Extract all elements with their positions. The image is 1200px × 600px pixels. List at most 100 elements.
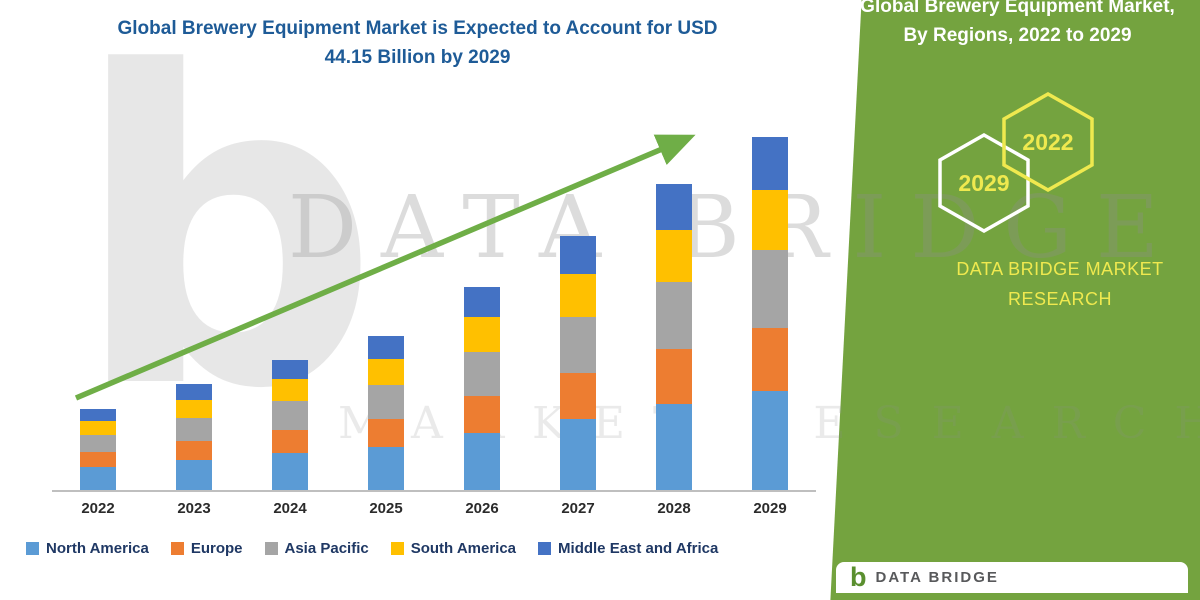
footer-green-strip bbox=[836, 593, 1188, 600]
legend-label: Asia Pacific bbox=[284, 540, 369, 557]
hexagon-2029-label: 2029 bbox=[958, 170, 1009, 196]
hexagon-2022-label: 2022 bbox=[1022, 129, 1073, 155]
legend-label: Europe bbox=[190, 540, 243, 557]
bar-column-2022 bbox=[66, 409, 130, 490]
stacked-bar-2028 bbox=[656, 184, 692, 490]
legend-item: Europe bbox=[170, 540, 243, 557]
bar-segment bbox=[176, 384, 212, 401]
hexagon-2029-outline bbox=[938, 133, 1030, 233]
bar-segment bbox=[560, 235, 596, 275]
bar-segment bbox=[80, 434, 116, 453]
bar-column-2028 bbox=[642, 184, 706, 490]
trend-arrow-line bbox=[74, 134, 696, 401]
year-tick-label: 2022 bbox=[81, 500, 115, 517]
bar-segment bbox=[80, 466, 116, 490]
hexagon-2022: 2022 bbox=[1002, 92, 1094, 192]
year-tick-label: 2028 bbox=[657, 500, 691, 517]
bar-segment bbox=[80, 452, 116, 467]
bar-segment bbox=[656, 230, 692, 283]
year-tick-label: 2025 bbox=[369, 500, 403, 517]
bar-segment bbox=[272, 401, 308, 431]
bar-segment bbox=[752, 137, 788, 191]
stacked-bar-2022 bbox=[80, 409, 116, 490]
bar-segment bbox=[464, 351, 500, 397]
bar-column-2026 bbox=[450, 286, 514, 490]
legend-label: South America bbox=[410, 540, 517, 557]
bar-segment bbox=[464, 286, 500, 318]
bar-column-2024 bbox=[258, 359, 322, 490]
bar-segment bbox=[752, 190, 788, 251]
bar-segment bbox=[656, 184, 692, 231]
bar-segment bbox=[464, 317, 500, 352]
year-tick-label: 2027 bbox=[561, 500, 595, 517]
bar-segment bbox=[368, 335, 404, 359]
bar-segment bbox=[368, 385, 404, 419]
chart-legend: North America Europe Asia Pacific South Ame… bbox=[26, 540, 826, 557]
bar-segment bbox=[272, 359, 308, 379]
year-tick-label: 2023 bbox=[177, 500, 211, 517]
bar-segment bbox=[656, 404, 692, 490]
hexagon-2029: 2029 bbox=[938, 133, 1030, 233]
bar-column-2023 bbox=[162, 384, 226, 490]
bar-column-2029 bbox=[738, 137, 802, 490]
legend-swatch-icon bbox=[170, 542, 184, 555]
legend-label: Middle East and Africa bbox=[558, 540, 719, 557]
side-panel-heading: Global Brewery Equipment Market, By Regi… bbox=[845, 0, 1190, 50]
stacked-bar-2029 bbox=[752, 137, 788, 490]
hexagon-2022-outline bbox=[1002, 92, 1094, 192]
legend-swatch-icon bbox=[26, 542, 39, 555]
bar-segment bbox=[368, 418, 404, 447]
legend-swatch-icon bbox=[538, 542, 552, 555]
bar-segment bbox=[272, 453, 308, 490]
bar-segment bbox=[464, 433, 500, 490]
watermark-text-line1: DATA BRIDGE bbox=[288, 178, 1183, 278]
legend-item: Asia Pacific bbox=[264, 540, 369, 557]
bar-segment bbox=[560, 317, 596, 374]
stacked-bar-2027 bbox=[560, 235, 596, 490]
bar-segment bbox=[656, 349, 692, 405]
bar-segment bbox=[176, 418, 212, 442]
bar-segment bbox=[560, 418, 596, 490]
bar-segment bbox=[752, 390, 788, 490]
bar-segment bbox=[176, 460, 212, 490]
bar-segment bbox=[368, 358, 404, 386]
legend-item: North America bbox=[26, 540, 149, 557]
footer-logo-icon: b bbox=[850, 562, 867, 592]
year-tick-label: 2029 bbox=[753, 500, 787, 517]
bar-column-2027 bbox=[546, 235, 610, 490]
year-axis: 2022 2023 2024 2025 2026 2027 2028 2029 bbox=[56, 500, 812, 517]
bars-row bbox=[56, 135, 812, 490]
bar-segment bbox=[272, 378, 308, 402]
brand-line1: DATA BRIDGE MARKET bbox=[956, 259, 1164, 279]
chart-title-line1: Global Brewery Equipment Market is Expec… bbox=[117, 18, 718, 39]
legend-item: South America bbox=[390, 540, 517, 557]
stacked-bar-2026 bbox=[464, 286, 500, 490]
bar-segment bbox=[368, 446, 404, 490]
trend-arrow bbox=[74, 134, 696, 401]
legend-swatch-icon bbox=[264, 542, 278, 555]
brand-line2: RESEARCH bbox=[1007, 288, 1113, 309]
bar-column-2025 bbox=[354, 335, 418, 490]
legend-label: North America bbox=[46, 540, 149, 557]
legend-swatch-icon bbox=[390, 542, 404, 555]
brand-text: DATA BRIDGE MARKET RESEARCH bbox=[935, 255, 1185, 314]
chart-title-line2: 44.15 Billion by 2029 bbox=[324, 47, 511, 69]
year-tick-label: 2026 bbox=[465, 500, 499, 517]
stacked-bar-2025 bbox=[368, 335, 404, 490]
bar-segment bbox=[752, 327, 788, 391]
bar-segment bbox=[560, 274, 596, 318]
bar-segment bbox=[272, 430, 308, 454]
stacked-bar-2023 bbox=[176, 384, 212, 490]
side-heading-line2: By Regions, 2022 to 2029 bbox=[903, 24, 1132, 46]
bar-segment bbox=[560, 373, 596, 419]
x-axis-line bbox=[52, 490, 816, 492]
bar-segment bbox=[464, 396, 500, 434]
bar-segment bbox=[80, 409, 116, 422]
side-heading-line1: Global Brewery Equipment Market, bbox=[860, 0, 1175, 17]
footer-logo-box: b DATA BRIDGE bbox=[836, 562, 1188, 600]
legend-item: Middle East and Africa bbox=[538, 540, 718, 557]
bar-segment bbox=[80, 421, 116, 435]
bar-segment bbox=[656, 282, 692, 350]
